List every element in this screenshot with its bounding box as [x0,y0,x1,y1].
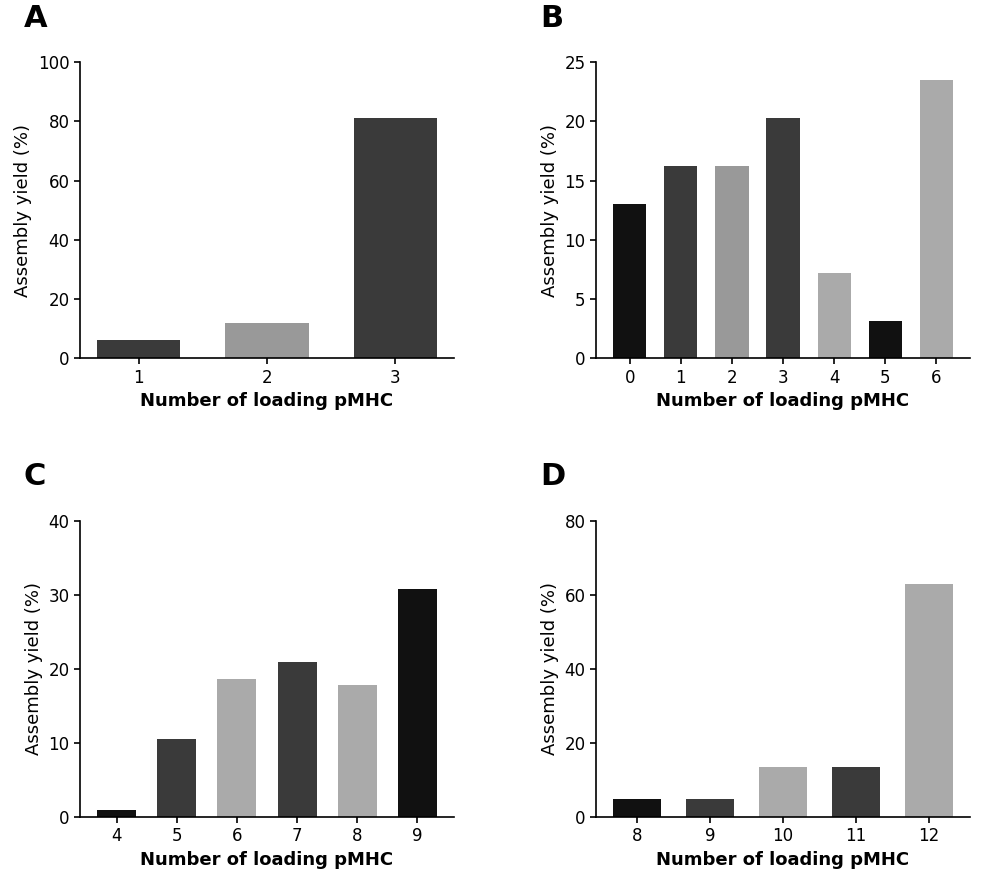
Bar [715,166,749,358]
Bar [686,799,734,817]
Bar [613,204,646,358]
Bar [832,767,880,817]
Bar [338,686,377,817]
Bar [664,166,697,358]
Text: D: D [540,463,565,491]
Bar [613,799,661,817]
Bar [354,118,437,358]
Y-axis label: Assembly yield (%): Assembly yield (%) [541,583,559,756]
Y-axis label: Assembly yield (%): Assembly yield (%) [541,123,559,297]
Y-axis label: Assembly yield (%): Assembly yield (%) [14,123,32,297]
Bar [905,584,953,817]
Bar [818,273,851,358]
Bar [225,322,309,358]
Bar [97,340,180,358]
Bar [217,678,256,817]
Bar [157,739,196,817]
Bar [97,811,136,817]
Bar [278,662,317,817]
X-axis label: Number of loading pMHC: Number of loading pMHC [656,851,910,869]
X-axis label: Number of loading pMHC: Number of loading pMHC [656,392,910,410]
Y-axis label: Assembly yield (%): Assembly yield (%) [25,583,43,756]
X-axis label: Number of loading pMHC: Number of loading pMHC [140,851,394,869]
Bar [398,589,437,817]
Bar [920,80,953,358]
Bar [869,321,902,358]
X-axis label: Number of loading pMHC: Number of loading pMHC [140,392,394,410]
Text: A: A [24,4,48,33]
Text: C: C [24,463,46,491]
Bar [766,118,800,358]
Text: B: B [540,4,563,33]
Bar [759,767,807,817]
